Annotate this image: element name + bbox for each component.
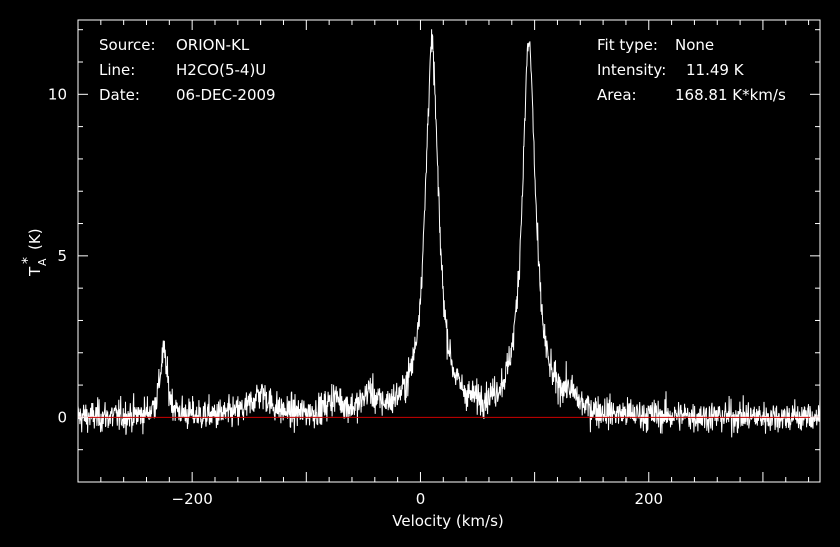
source-key: Source: xyxy=(99,36,156,54)
spectrum-layer xyxy=(77,29,821,438)
y-axis-label-symbol: T xyxy=(26,266,44,277)
line-value: H2CO(5-4)U xyxy=(176,61,266,79)
spectrum-trace xyxy=(77,29,821,438)
area-value: 168.81 K*km/s xyxy=(675,86,786,104)
y-axis-label-unit: (K) xyxy=(26,228,44,250)
area-key: Area: xyxy=(597,86,637,104)
y-tick-label: 10 xyxy=(48,85,67,103)
x-tick-label: 0 xyxy=(416,490,426,508)
line-key: Line: xyxy=(99,61,135,79)
y-axis-label: T A * (K) xyxy=(20,228,49,277)
y-tick-label: 0 xyxy=(57,408,67,426)
intensity-key: Intensity: xyxy=(597,61,666,79)
fit-type-value: None xyxy=(675,36,714,54)
fit-type-key: Fit type: xyxy=(597,36,658,54)
y-axis-label-subscript: A xyxy=(36,258,49,266)
x-axis-label: Velocity (km/s) xyxy=(392,512,503,530)
y-tick-label: 5 xyxy=(57,247,67,265)
ticks-layer: −200 0 200 0 5 10 xyxy=(48,20,820,508)
x-tick-label: 200 xyxy=(634,490,663,508)
source-value: ORION-KL xyxy=(176,36,250,54)
date-key: Date: xyxy=(99,86,140,104)
intensity-value: 11.49 K xyxy=(686,61,745,79)
plot-frame xyxy=(77,19,821,483)
date-value: 06-DEC-2009 xyxy=(176,86,276,104)
x-tick-label: −200 xyxy=(172,490,213,508)
y-axis-label-superscript: * xyxy=(20,257,36,264)
